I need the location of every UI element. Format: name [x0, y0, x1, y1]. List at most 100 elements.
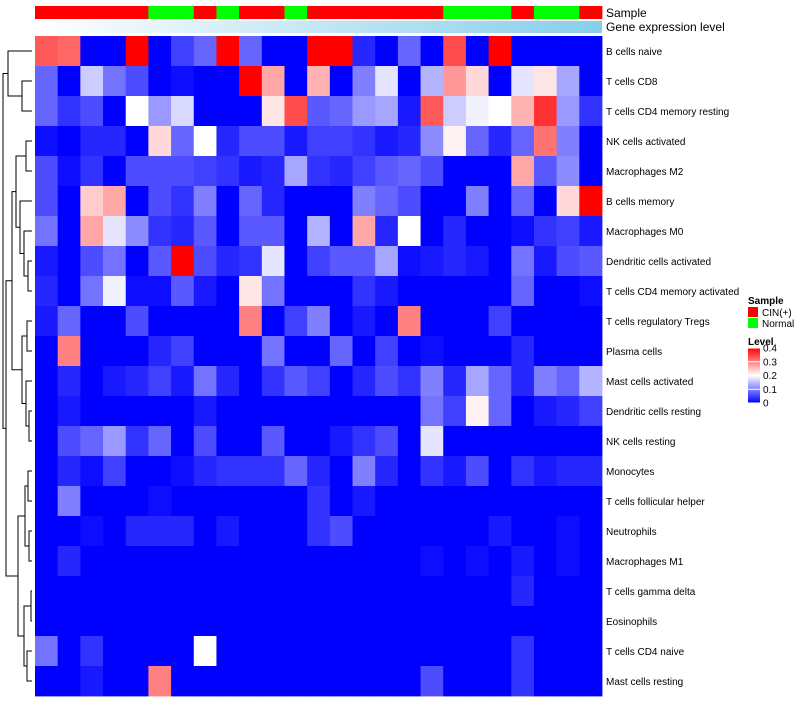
- heatmap-cell: [103, 426, 127, 457]
- heatmap-cell: [307, 96, 331, 127]
- heatmap-cell: [148, 216, 172, 247]
- heatmap-cell: [443, 486, 467, 517]
- heatmap-cell: [80, 546, 104, 577]
- heatmap-cell: [103, 246, 127, 277]
- heatmap-cell: [125, 216, 149, 247]
- heatmap-cell: [488, 396, 512, 427]
- heatmap-cell: [579, 516, 603, 547]
- heatmap-cell: [193, 306, 217, 337]
- heatmap-cell: [329, 486, 353, 517]
- heatmap-cell: [125, 36, 149, 67]
- heatmap-cell: [443, 456, 467, 487]
- heatmap-cell: [284, 546, 308, 577]
- heatmap-cell: [284, 216, 308, 247]
- heatmap-cell: [533, 366, 558, 397]
- heatmap-cell: [533, 246, 558, 277]
- heatmap-cell: [420, 156, 444, 187]
- heatmap-cell: [375, 456, 399, 487]
- row-label: B cells naive: [606, 47, 663, 58]
- heatmap-cell: [307, 516, 331, 547]
- heatmap-cell: [239, 666, 263, 697]
- heatmap-cell: [284, 486, 308, 517]
- heatmap-cell: [329, 396, 353, 427]
- heatmap-cell: [375, 66, 399, 97]
- heatmap-cell: [80, 126, 104, 157]
- row-label: T cells CD4 naive: [606, 647, 685, 658]
- sample-annotation-cell: [171, 6, 195, 19]
- heatmap-cell: [216, 306, 240, 337]
- heatmap-cell: [579, 666, 603, 697]
- heatmap-cell: [329, 636, 353, 667]
- heatmap-cell: [465, 636, 489, 667]
- heatmap-cell: [533, 636, 558, 667]
- heatmap-cell: [216, 186, 240, 217]
- heatmap-cell: [57, 186, 81, 217]
- row-label: T cells CD4 memory resting: [606, 107, 729, 118]
- heatmap-cell: [329, 96, 353, 127]
- row-label: NK cells resting: [606, 437, 675, 448]
- heatmap-cell: [125, 126, 149, 157]
- heatmap-cell: [193, 66, 217, 97]
- heatmap-cell: [488, 426, 512, 457]
- heatmap-cell: [261, 486, 285, 517]
- heatmap-cell: [579, 336, 603, 367]
- heatmap-cell: [511, 186, 535, 217]
- heatmap-cell: [443, 276, 467, 307]
- heatmap-cell: [397, 396, 421, 427]
- heatmap-cell: [125, 516, 149, 547]
- heatmap-cell: [397, 546, 421, 577]
- heatmap-cell: [125, 486, 149, 517]
- legend-level-tick-label: 0: [763, 399, 769, 410]
- sample-annotation-cell: [239, 6, 263, 19]
- sample-annotation-cell: [103, 6, 127, 19]
- heatmap-cell: [397, 216, 421, 247]
- heatmap-cell: [125, 276, 149, 307]
- heatmap-cell: [465, 396, 489, 427]
- heatmap-cell: [239, 516, 263, 547]
- heatmap-cell: [57, 36, 81, 67]
- heatmap-cell: [284, 666, 308, 697]
- heatmap-cell: [193, 486, 217, 517]
- heatmap-cell: [397, 36, 421, 67]
- heatmap-cell: [193, 96, 217, 127]
- heatmap-cell: [80, 666, 104, 697]
- heatmap-cell: [125, 246, 149, 277]
- sample-annotation-cell: [216, 6, 240, 19]
- heatmap-cell: [125, 546, 149, 577]
- sample-annotation-cell: [397, 6, 421, 19]
- heatmap-cell: [488, 66, 512, 97]
- heatmap-cell: [216, 276, 240, 307]
- heatmap-cell: [125, 456, 149, 487]
- heatmap-cell: [579, 426, 603, 457]
- row-label: NK cells activated: [606, 137, 685, 148]
- heatmap-cell: [307, 306, 331, 337]
- heatmap-cell: [556, 126, 580, 157]
- heatmap-cell: [193, 576, 217, 607]
- heatmap-cell: [556, 36, 580, 67]
- heatmap-cell: [103, 336, 127, 367]
- dendrogram-branch: [30, 590, 32, 622]
- heatmap-cell: [125, 96, 149, 127]
- dendrogram-branch: [2, 73, 8, 429]
- heatmap-cell: [511, 486, 535, 517]
- heatmap-cell: [35, 156, 59, 187]
- heatmap-cell: [533, 36, 558, 67]
- heatmap-cell: [35, 276, 59, 307]
- heatmap-cell: [329, 66, 353, 97]
- heatmap-cell: [397, 246, 421, 277]
- heatmap-cell: [103, 306, 127, 337]
- heatmap-cell: [193, 426, 217, 457]
- heatmap-cell: [579, 126, 603, 157]
- heatmap-cell: [57, 366, 81, 397]
- heatmap-cell: [35, 606, 59, 637]
- heatmap-cell: [420, 636, 444, 667]
- heatmap-cell: [103, 186, 127, 217]
- heatmap-cell: [216, 516, 240, 547]
- heatmap-cell: [148, 486, 172, 517]
- heatmap-cell: [103, 156, 127, 187]
- heatmap-cell: [171, 396, 195, 427]
- dendrogram-branch: [27, 260, 32, 292]
- heatmap-cell: [103, 486, 127, 517]
- legend-level-tick-label: 0.3: [763, 357, 777, 368]
- heatmap-cell: [57, 486, 81, 517]
